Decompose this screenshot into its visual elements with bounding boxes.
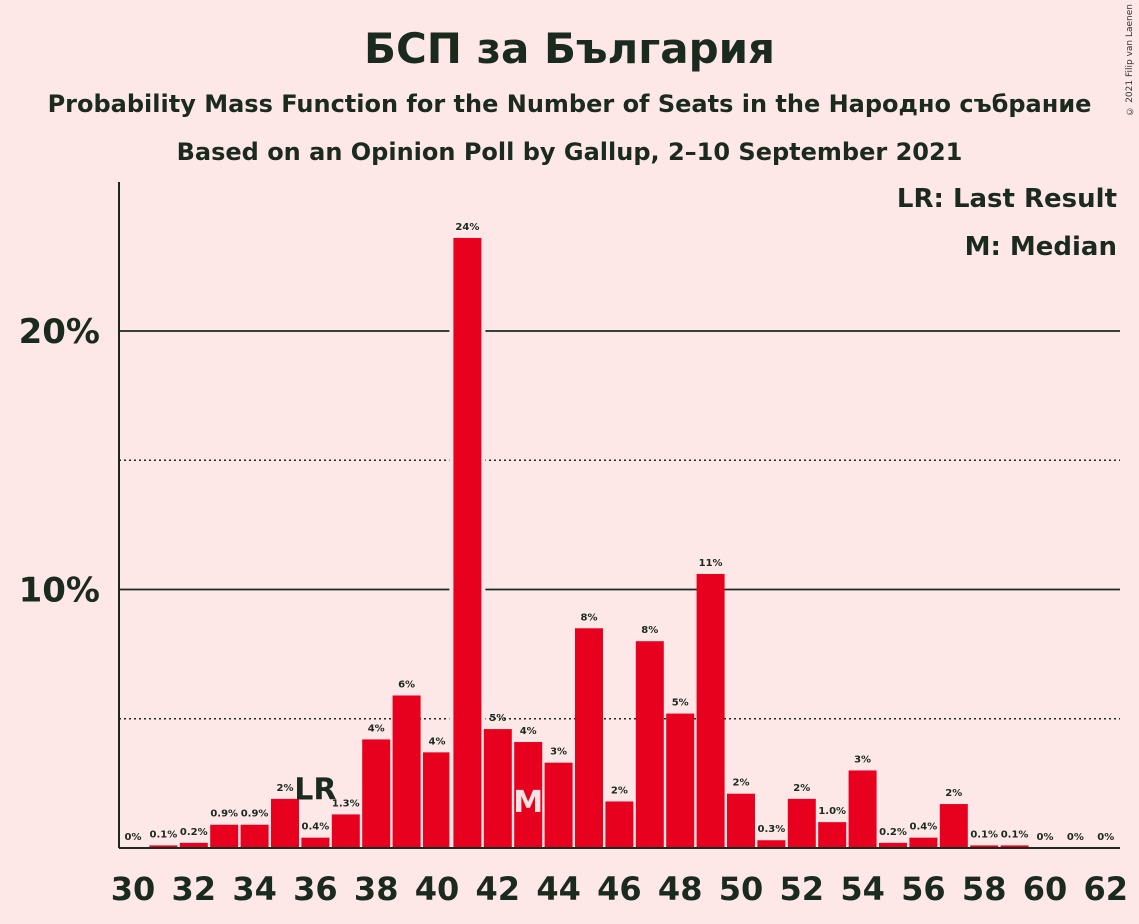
y-tick-label: 20% (19, 312, 100, 352)
x-tick-label: 50 (719, 870, 764, 908)
bar (423, 752, 451, 848)
legend-median: M: Median (964, 232, 1117, 262)
x-tick-label: 40 (415, 870, 460, 908)
bar (301, 837, 330, 848)
data-label: 3% (550, 747, 567, 758)
data-label: 0% (125, 832, 142, 843)
data-label: 8% (581, 612, 598, 623)
data-label: 0.9% (210, 809, 238, 820)
data-label: 2% (793, 783, 810, 794)
bar (575, 628, 603, 848)
chart-subtitle: Probability Mass Function for the Number… (47, 90, 1092, 118)
bar (392, 695, 421, 848)
bar (210, 824, 239, 848)
x-tick-label: 48 (658, 870, 703, 908)
bar (240, 824, 269, 848)
data-label: 0.2% (879, 827, 907, 838)
x-tick-label: 34 (232, 870, 277, 908)
data-label: 0.1% (1001, 829, 1029, 840)
bar (818, 822, 847, 848)
bar (179, 842, 208, 848)
x-tick-label: 32 (172, 870, 217, 908)
bar (970, 845, 999, 848)
bar (483, 729, 512, 848)
bar (727, 793, 755, 848)
data-label: 5% (672, 698, 689, 709)
data-label: 0.4% (302, 822, 330, 833)
data-label: 24% (455, 222, 479, 233)
data-label: 0.1% (970, 829, 998, 840)
bar (879, 842, 907, 848)
data-label: 1.3% (332, 798, 360, 809)
data-label: 2% (945, 788, 962, 799)
bar (1000, 845, 1029, 848)
x-tick-label: 38 (354, 870, 399, 908)
x-tick-label: 58 (962, 870, 1007, 908)
x-tick-label: 62 (1084, 870, 1129, 908)
last-result-marker: LR (294, 773, 336, 808)
data-label: 0% (1097, 832, 1114, 843)
data-label: 0.4% (910, 822, 938, 833)
bar (696, 573, 725, 848)
data-label: 5% (489, 713, 506, 724)
x-tick-label: 30 (111, 870, 156, 908)
bar (787, 798, 816, 848)
chart-title: БСП за България (363, 24, 776, 73)
x-tick-label: 60 (1023, 870, 1068, 908)
bar (453, 237, 482, 848)
bar (149, 845, 178, 848)
data-label: 0.9% (241, 809, 269, 820)
bar (544, 762, 573, 848)
bar (909, 837, 938, 848)
data-label: 2% (611, 785, 628, 796)
bar (939, 804, 968, 848)
bar (271, 798, 299, 848)
x-tick-label: 56 (901, 870, 946, 908)
bar (605, 801, 634, 848)
legend-last-result: LR: Last Result (896, 184, 1117, 214)
data-label: 4% (520, 726, 537, 737)
data-label: 2% (733, 778, 750, 789)
median-marker: M (513, 785, 543, 820)
bar (757, 840, 786, 848)
x-tick-label: 52 (780, 870, 825, 908)
bar (666, 713, 695, 848)
data-label: 6% (398, 679, 415, 690)
x-tick-label: 36 (293, 870, 338, 908)
data-label: 0% (1067, 832, 1084, 843)
data-label: 0.2% (180, 827, 208, 838)
data-label: 4% (429, 736, 446, 747)
bar (635, 641, 664, 848)
data-label: 0% (1037, 832, 1054, 843)
data-label: 11% (699, 558, 723, 569)
data-label: 2% (277, 783, 294, 794)
data-label: 8% (641, 625, 658, 636)
x-tick-label: 54 (840, 870, 885, 908)
bar (362, 739, 391, 848)
bar (331, 814, 360, 848)
bar (514, 742, 543, 848)
x-tick-label: 42 (476, 870, 521, 908)
data-label: 1.0% (818, 806, 846, 817)
data-label: 3% (854, 754, 871, 765)
x-tick-label: 46 (597, 870, 642, 908)
y-tick-label: 10% (19, 571, 100, 611)
bar (848, 770, 877, 848)
x-tick-label: 44 (536, 870, 581, 908)
data-label: 4% (368, 723, 385, 734)
data-label: 0.3% (758, 824, 786, 835)
chart-subtitle-poll: Based on an Opinion Poll by Gallup, 2–10… (176, 138, 963, 166)
data-label: 0.1% (150, 829, 178, 840)
